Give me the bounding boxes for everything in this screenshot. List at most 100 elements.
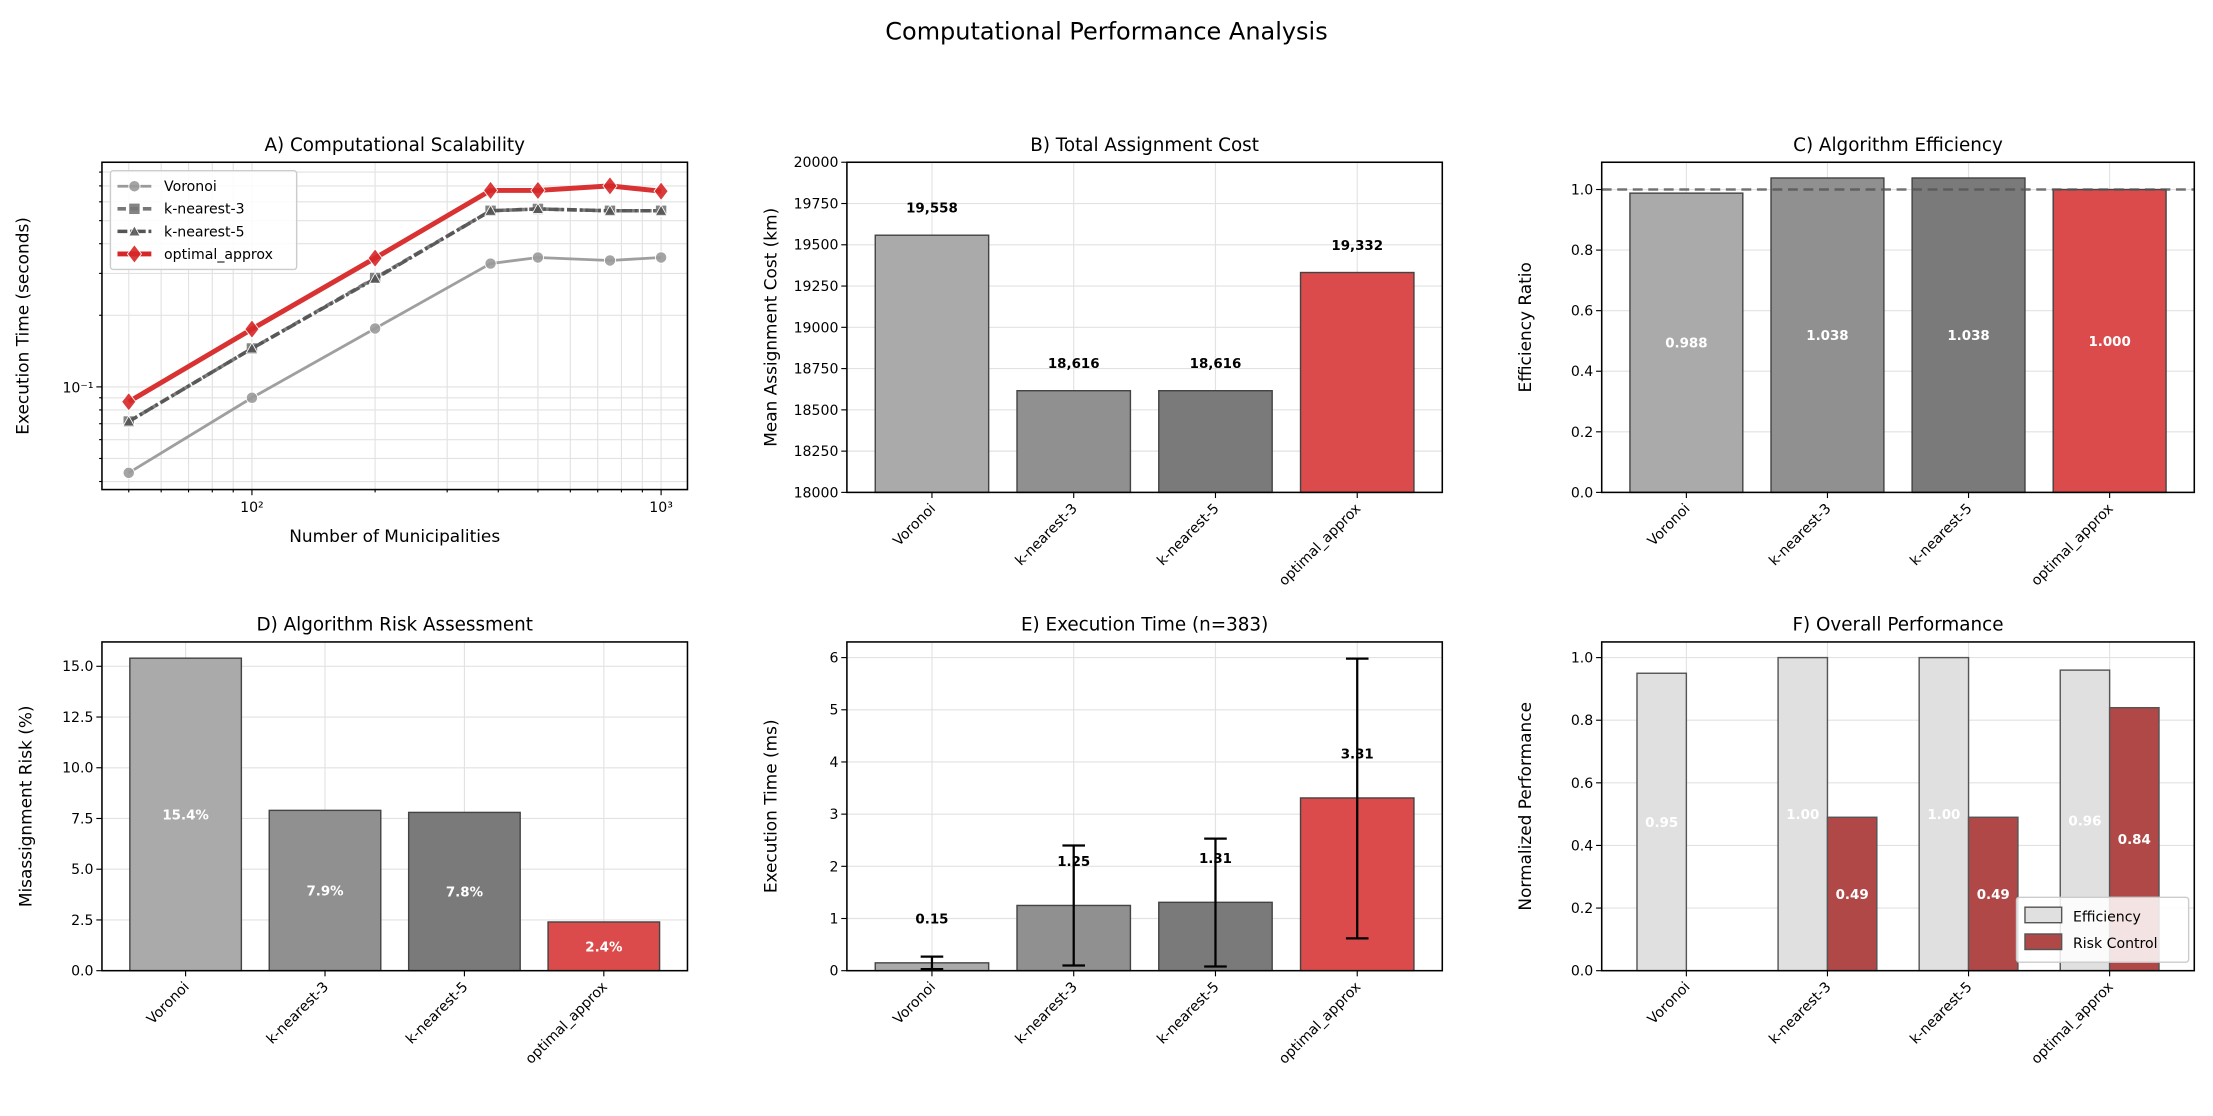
data-label: 1.038	[1947, 329, 1989, 344]
x-tick-label: optimal_approx	[1276, 501, 1364, 589]
marker-triangle	[245, 341, 259, 354]
y-tick-label: 0.4	[1571, 838, 1593, 854]
marker-triangle	[128, 224, 141, 237]
y-tick-label: 19250	[794, 279, 839, 295]
bar-risk-control	[1967, 816, 2019, 972]
data-label: 1.00	[1786, 808, 1819, 823]
data-label: 1.000	[2088, 335, 2130, 350]
axes-frame	[101, 641, 689, 972]
x-tick-label: Voronoi	[890, 979, 939, 1028]
marker-circle	[603, 254, 617, 267]
y-axis-label: Normalized Performance	[1515, 702, 1535, 911]
data-label: 0.84	[2118, 833, 2151, 848]
legend: Efficiency Risk Control	[2015, 896, 2190, 963]
y-tick-label: 0.6	[1571, 304, 1593, 320]
data-label: 0.00	[1695, 965, 1728, 980]
y-tick-label: 18750	[794, 362, 839, 378]
y-axis-label: Execution Time (ms)	[760, 719, 780, 893]
bar-k-nearest-3	[1016, 390, 1132, 494]
y-axis-label: Mean Assignment Cost (km)	[760, 208, 780, 447]
y-axis-label: Execution Time (seconds)	[13, 217, 33, 435]
axes-frame	[1600, 641, 2196, 972]
panel-D: D) Algorithm Risk Assessment Misassignmen…	[15, 615, 689, 1067]
x-tick-label: k-nearest-5	[1907, 501, 1975, 569]
data-label: 19,332	[1331, 239, 1383, 254]
y-axis-label: Misassignment Risk (%)	[15, 705, 35, 907]
y-tick-label: 10.0	[62, 761, 93, 777]
data-label: 15.4%	[162, 808, 208, 823]
error-bar	[1204, 837, 1227, 968]
marker-square	[128, 202, 141, 215]
axes-frame	[101, 161, 689, 491]
legend: Voronoi k-nearest-3 k-nearest-5 optimal_app…	[109, 170, 298, 271]
axes-frame	[846, 641, 1444, 972]
y-tick-label: 2.5	[71, 913, 93, 929]
marker-diamond	[530, 180, 546, 201]
x-tick-label: optimal_approx	[2028, 501, 2116, 589]
y-tick-label: 1.0	[1571, 182, 1593, 198]
y-tick-label: 15.0	[62, 659, 93, 675]
data-label: 0.95	[1645, 816, 1678, 831]
x-tick-label: Voronoi	[1645, 979, 1694, 1028]
y-tick-label: 7.5	[71, 811, 93, 827]
legend-label: Risk Control	[2073, 936, 2158, 952]
y-tick-label: 0.2	[1571, 425, 1593, 441]
data-label: 0.96	[2068, 814, 2101, 829]
y-tick-label: 2	[829, 859, 838, 875]
figure-title: Computational Performance Analysis	[885, 18, 1327, 46]
x-tick-label: k-nearest-3	[264, 979, 332, 1047]
series-optimal_approx	[121, 176, 669, 412]
data-label: 1.038	[1806, 329, 1848, 344]
panel-E: E) Execution Time (n=383) Execution Time …	[760, 615, 1444, 1067]
bar-Voronoi	[129, 657, 243, 972]
data-label: 18,616	[1190, 357, 1242, 372]
panel-title: F) Overall Performance	[1792, 615, 2003, 636]
panel-title: C) Algorithm Efficiency	[1793, 135, 2003, 156]
marker-circle	[484, 257, 497, 270]
x-tick-label: optimal_approx	[1276, 979, 1364, 1067]
marker-diamond	[653, 181, 669, 202]
x-tick-label: k-nearest-3	[1012, 979, 1080, 1047]
y-tick-label: 12.5	[62, 710, 93, 726]
data-label: 0.49	[1977, 888, 2010, 903]
y-axis-label: Efficiency Ratio	[1515, 262, 1535, 392]
marker-circle	[531, 251, 544, 264]
y-tick-label: 19750	[794, 196, 839, 212]
y-tick-label: 5.0	[71, 862, 93, 878]
x-tick-label: k-nearest-3	[1766, 979, 1834, 1047]
y-tick-label: 18250	[794, 444, 839, 460]
x-axis-label: Number of Municipalities	[289, 526, 500, 546]
axes-frame	[1600, 161, 2196, 494]
panel-title: D) Algorithm Risk Assessment	[256, 615, 532, 636]
y-tick-label: 18500	[794, 403, 839, 419]
y-tick-label: 3	[829, 807, 838, 823]
data-label: 18,616	[1048, 357, 1100, 372]
y-tick-label: 10⁻¹	[62, 381, 93, 397]
y-tick-label: 1	[829, 911, 838, 927]
y-tick-label: 1.0	[1571, 651, 1593, 667]
panel-C: C) Algorithm Efficiency Efficiency Ratio 0…	[1515, 135, 2196, 589]
x-tick-label: k-nearest-3	[1766, 501, 1834, 569]
marker-triangle	[368, 272, 382, 284]
y-tick-label: 0.0	[71, 964, 93, 980]
panel-title: A) Computational Scalability	[264, 135, 525, 156]
legend-swatch	[2024, 906, 2063, 924]
legend-label: k-nearest-3	[164, 202, 245, 218]
y-tick-label: 18000	[794, 485, 839, 501]
y-tick-label: 19000	[794, 320, 839, 336]
marker-triangle	[531, 202, 545, 214]
marker-diamond	[126, 244, 142, 264]
bar-k-nearest-5	[407, 811, 521, 972]
series-k-nearest-5	[122, 202, 668, 427]
marker-diamond	[121, 391, 137, 412]
error-bar	[920, 955, 944, 971]
x-tick-label: k-nearest-5	[1907, 979, 1975, 1047]
bar-efficiency	[1777, 656, 1829, 972]
data-label: 7.8%	[446, 885, 483, 900]
bar-Voronoi	[874, 234, 990, 494]
data-label: 7.9%	[306, 884, 343, 899]
panel-title: E) Execution Time (n=383)	[1021, 615, 1268, 636]
x-tick-label: 10³	[649, 500, 673, 516]
axes-frame	[846, 161, 1444, 494]
